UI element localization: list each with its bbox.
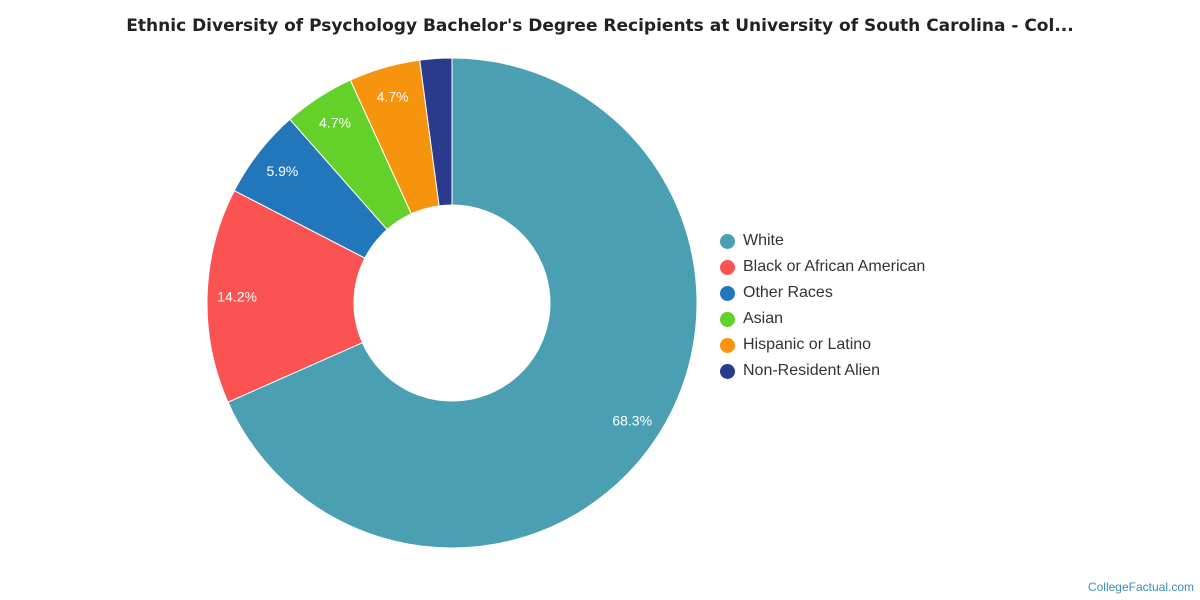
data-label-hispanic-or-latino: 4.7% xyxy=(377,88,409,104)
data-label-white: 68.3% xyxy=(612,412,652,428)
legend-label-white: White xyxy=(743,232,784,249)
data-label-asian: 4.7% xyxy=(319,115,351,131)
slice-black-or-african-american[interactable] xyxy=(206,189,366,403)
legend-label-black-or-african-american: Black or African American xyxy=(743,258,926,275)
chart-title: Ethnic Diversity of Psychology Bachelor'… xyxy=(126,16,1074,36)
legend-swatch-white xyxy=(720,233,735,249)
legend-swatch-asian xyxy=(720,311,735,327)
legend-item-hispanic-or-latino[interactable]: Hispanic or Latino xyxy=(720,332,925,358)
legend-label-asian: Asian xyxy=(743,310,784,327)
legend-swatch-hispanic-or-latino xyxy=(720,337,735,353)
legend-label-non-resident-alien: Non-Resident Alien xyxy=(743,362,880,379)
legend-item-black-or-african-american[interactable]: Black or African American xyxy=(720,254,925,280)
legend-label-hispanic-or-latino: Hispanic or Latino xyxy=(743,336,872,353)
credit-link[interactable]: CollegeFactual.com xyxy=(1087,580,1194,594)
legend-item-non-resident-alien[interactable]: Non-Resident Alien xyxy=(720,358,925,384)
legend-swatch-other-races xyxy=(720,285,735,301)
slice-white[interactable] xyxy=(227,57,698,549)
legend-item-asian[interactable]: Asian xyxy=(720,306,925,332)
data-label-black-or-african-american: 14.2% xyxy=(217,289,257,305)
legend-swatch-black-or-african-american xyxy=(720,259,735,275)
legend-swatch-non-resident-alien xyxy=(720,363,735,379)
legend: White Black or African American Other Ra… xyxy=(720,228,925,384)
slice-non-resident-alien[interactable] xyxy=(419,57,453,207)
legend-item-white[interactable]: White xyxy=(720,228,925,254)
legend-item-other-races[interactable]: Other Races xyxy=(720,280,925,306)
legend-label-other-races: Other Races xyxy=(743,284,833,301)
data-label-other-races: 5.9% xyxy=(266,163,298,179)
